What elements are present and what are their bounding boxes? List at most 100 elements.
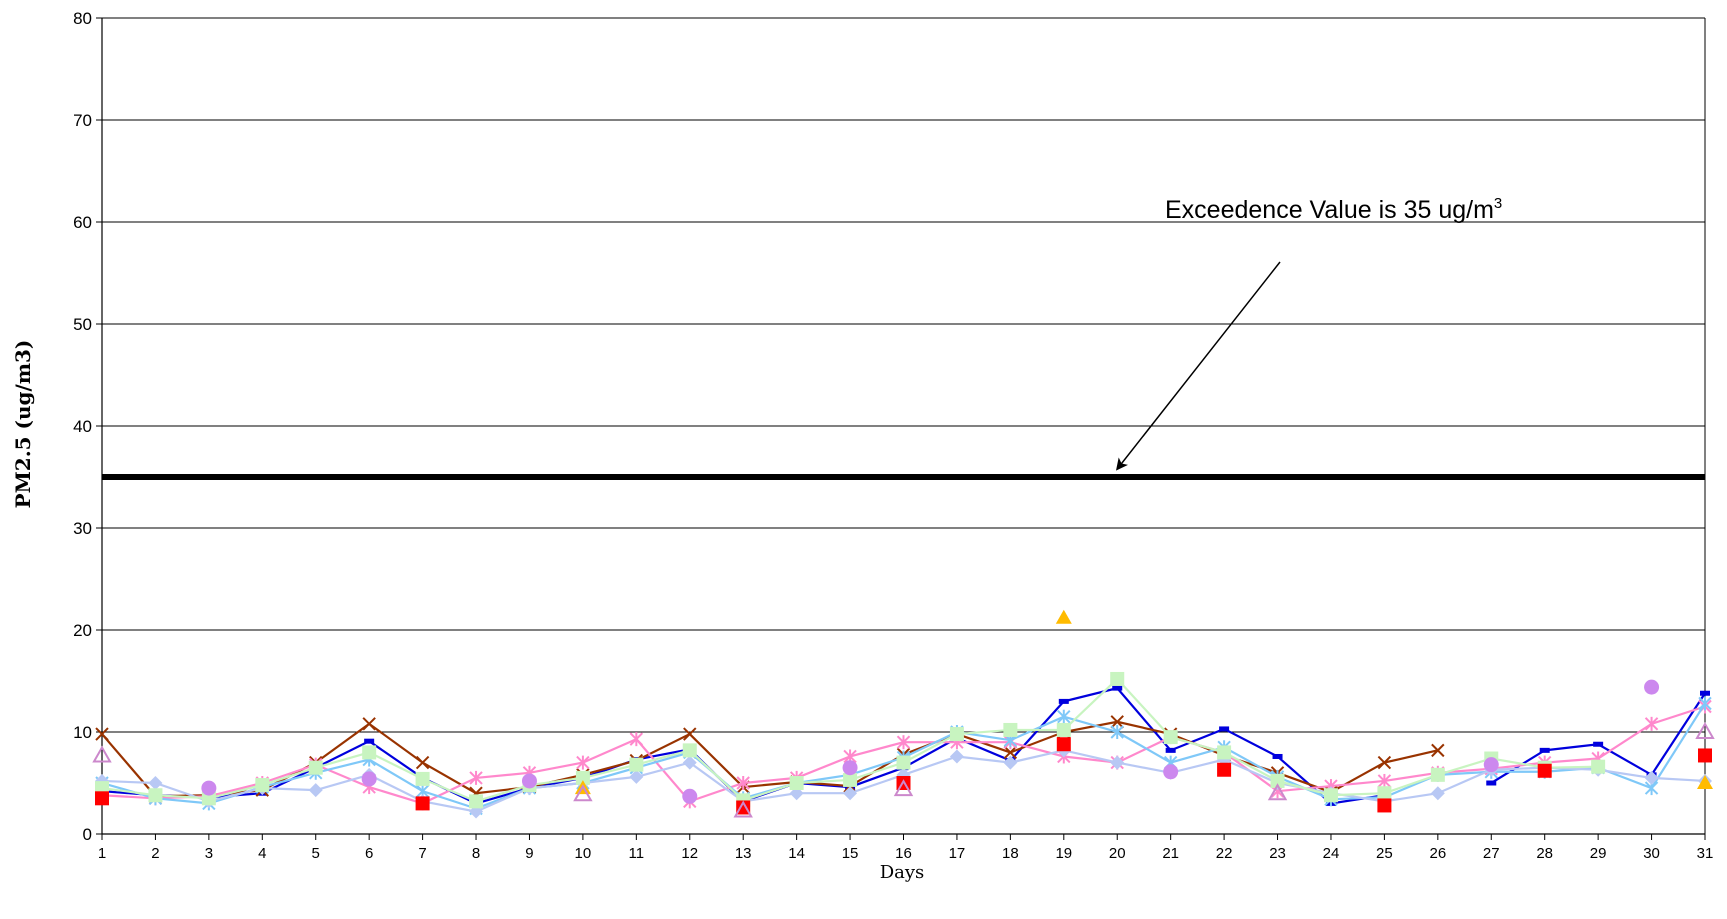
series-6-point-3 [201, 791, 216, 806]
y-tick-label-60: 60 [73, 213, 92, 232]
series-2-point-25-b [1377, 755, 1392, 770]
series-5-point-30 [1644, 770, 1659, 785]
series-2-point-6 [362, 717, 376, 731]
series-3-point-11 [629, 732, 644, 747]
series-6-point-16 [896, 755, 911, 770]
series-6-point-14 [789, 776, 804, 790]
series-2-point-25 [1377, 755, 1392, 770]
series-6-point-10 [575, 770, 590, 785]
series-2-point-20 [1110, 715, 1124, 729]
x-tick-label-25: 25 [1376, 845, 1393, 862]
series-6-point-22 [1217, 745, 1232, 760]
x-tick-label-17: 17 [949, 845, 966, 862]
x-tick-label-28: 28 [1536, 845, 1553, 862]
exceedence-annotation: Exceedence Value is 35 ug/m3 [1115, 195, 1502, 471]
series-6-point-21 [1163, 730, 1178, 745]
series-1-point-20 [1112, 685, 1123, 691]
series-1-point-28 [1539, 747, 1550, 753]
x-tick-label-11: 11 [629, 845, 645, 862]
series-2-point-12 [683, 727, 697, 741]
series-9-point-12 [682, 788, 698, 804]
x-tick-label-31: 31 [1697, 845, 1714, 862]
x-tick-label-30: 30 [1643, 845, 1660, 862]
series-10 [92, 721, 1715, 818]
series-5-point-11 [629, 769, 644, 784]
series-7 [95, 737, 1712, 815]
series-9-point-6 [361, 771, 377, 787]
series-9-point-30 [1644, 679, 1660, 695]
series-5-point-18 [1003, 755, 1018, 770]
series-10-point-31 [1695, 721, 1715, 739]
series-3-point-30 [1644, 716, 1659, 731]
series-6-point-12 [682, 743, 697, 758]
series-10-point-1 [92, 745, 112, 763]
series-6-point-17 [949, 727, 964, 742]
x-tick-label-13: 13 [735, 845, 752, 862]
x-tick-label-8: 8 [472, 845, 480, 862]
x-tick-label-12: 12 [681, 845, 698, 862]
x-tick-label-9: 9 [525, 845, 533, 862]
series-3-point-13 [736, 776, 750, 790]
y-tick-label-10: 10 [73, 723, 92, 742]
x-tick-label-26: 26 [1429, 845, 1446, 862]
series-2-point-18 [1003, 745, 1018, 760]
series-1-point-19 [1058, 698, 1069, 704]
y-tick-label-0: 0 [83, 825, 92, 844]
series-6-point-7 [415, 771, 430, 786]
series-10-point-16 [893, 779, 914, 797]
series-3-point-25 [1377, 773, 1392, 788]
series-1-point-27 [1486, 780, 1497, 786]
x-tick-label-19: 19 [1055, 845, 1072, 862]
series-6-point-18 [1003, 722, 1018, 737]
series-10-point-10 [573, 784, 593, 802]
x-tick-label-20: 20 [1109, 845, 1126, 862]
series-7-point-28 [1537, 763, 1552, 778]
series-9-point-21 [1163, 764, 1179, 780]
annotation-text: Exceedence Value is 35 ug/m3 [1165, 195, 1502, 224]
series-7-point-31 [1698, 748, 1712, 763]
x-tick-label-29: 29 [1590, 845, 1607, 862]
y-tick-label-20: 20 [73, 621, 92, 640]
series-1-point-6 [364, 738, 375, 744]
x-tick-label-4: 4 [258, 845, 266, 862]
x-tick-label-14: 14 [788, 845, 805, 862]
series-6-point-26 [1430, 767, 1445, 782]
series-7-point-19 [1056, 737, 1071, 752]
series-1-point-29 [1593, 741, 1604, 747]
x-tick-label-27: 27 [1483, 845, 1500, 862]
series-6-point-5 [308, 760, 323, 775]
series-4-point-19 [1057, 709, 1071, 724]
gridlines [102, 17, 1705, 733]
x-tick-label-23: 23 [1269, 845, 1286, 862]
series-5-point-15 [843, 786, 858, 801]
series-7-point-22 [1217, 762, 1232, 777]
series-9-point-9 [521, 773, 537, 789]
series-7-point-1 [95, 791, 109, 806]
x-tick-label-24: 24 [1323, 845, 1340, 862]
x-tick-label-18: 18 [1002, 845, 1019, 862]
series-6-point-2 [148, 788, 163, 803]
series-8-point-31 [1697, 775, 1713, 789]
x-axis-tick-labels: 1 2 3 4 5 6 7 8 9 10 11 12 13 14 15 16 17 18 19 20 21 22 23 24 2… [98, 834, 1714, 862]
series-6-point-24 [1323, 788, 1338, 803]
y-axis-tick-labels: 0 10 20 30 40 50 60 70 80 [73, 9, 102, 844]
x-tick-label-16: 16 [895, 845, 912, 862]
series-7-point-13 [736, 800, 751, 815]
series-6-point-4 [255, 778, 270, 793]
x-tick-label-15: 15 [842, 845, 859, 862]
series-1-point-22 [1219, 726, 1230, 732]
series-2-point-6-b [362, 717, 376, 731]
y-tick-label-40: 40 [73, 417, 92, 436]
series-6-point-20 [1110, 671, 1125, 686]
series-5-point-2 [148, 776, 163, 790]
series-6 [95, 671, 1606, 809]
series-1-point-21 [1165, 747, 1176, 753]
series-6-point-29 [1591, 759, 1606, 774]
series-2-point-18-b [1003, 745, 1018, 760]
y-tick-label-30: 30 [73, 519, 92, 538]
series-10-point-23 [1267, 783, 1288, 801]
series-5-point-17 [949, 749, 964, 764]
data-series [92, 609, 1715, 819]
series-3-point-10 [576, 755, 590, 770]
series-7-point-7 [415, 796, 430, 811]
